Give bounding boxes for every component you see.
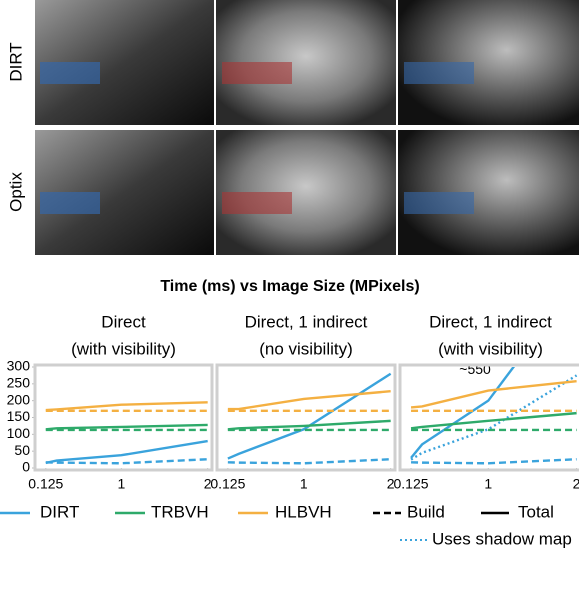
legend-label: Total: [518, 502, 554, 521]
panel-title: (with visibility): [438, 339, 543, 358]
plot: [45, 401, 208, 465]
series-line: [227, 419, 391, 431]
series-line: [410, 374, 578, 461]
y-tick-label: 50: [14, 442, 30, 458]
series-line: [227, 390, 391, 411]
render-detail: [40, 62, 100, 84]
series-line: [45, 401, 208, 412]
render-detail: [222, 192, 292, 214]
y-tick-label: 0: [22, 459, 30, 475]
x-tick-label: 0.125: [394, 476, 429, 492]
panel-title: Direct: [101, 312, 146, 331]
panel-title: Direct, 1 indirect: [245, 312, 368, 331]
legend-label: Uses shadow map: [432, 529, 572, 548]
x-tick-label: 1: [300, 476, 308, 492]
render-detail: [404, 62, 474, 84]
x-tick-label: 0.125: [28, 476, 63, 492]
legend-label: DIRT: [40, 502, 79, 521]
x-tick-label: 2: [573, 476, 579, 492]
legend-label: TRBVH: [151, 502, 209, 521]
renders: [35, 0, 579, 255]
plot: [410, 367, 578, 465]
render-detail: [222, 62, 292, 84]
y-tick-label: 150: [7, 408, 31, 424]
chart-title: Time (ms) vs Image Size (MPixels): [160, 278, 419, 295]
y-tick-label: 300: [7, 358, 31, 374]
panel-title: Direct, 1 indirect: [429, 312, 552, 331]
x-tick-label: 0.125: [210, 476, 245, 492]
panel-title: (with visibility): [71, 339, 176, 358]
x-tick-label: 2: [204, 476, 212, 492]
legend-label: Build: [407, 502, 445, 521]
series-line: [410, 367, 516, 459]
x-tick-label: 1: [117, 476, 125, 492]
plot: [227, 372, 392, 465]
panel-frame: [33, 363, 214, 472]
x-tick-label: 1: [484, 476, 492, 492]
annotation: ~550: [459, 361, 491, 377]
render-detail: [40, 192, 100, 214]
row-label: Optix: [6, 172, 25, 212]
series-line: [410, 379, 577, 409]
panel-frame: [398, 363, 579, 472]
panel-frame: [215, 363, 397, 472]
series-line: [45, 458, 208, 465]
series-line: [45, 423, 208, 431]
legend-label: HLBVH: [275, 502, 332, 521]
series-line: [227, 372, 392, 460]
panel-title: (no visibility): [259, 339, 353, 358]
y-tick-label: 200: [7, 391, 31, 407]
render-detail: [404, 192, 474, 214]
x-tick-label: 2: [387, 476, 395, 492]
row-label: DIRT: [6, 42, 25, 81]
y-tick-label: 250: [7, 375, 31, 391]
y-tick-label: 100: [7, 425, 31, 441]
series-line: [411, 458, 577, 465]
series-line: [410, 411, 577, 430]
series-line: [227, 458, 391, 465]
